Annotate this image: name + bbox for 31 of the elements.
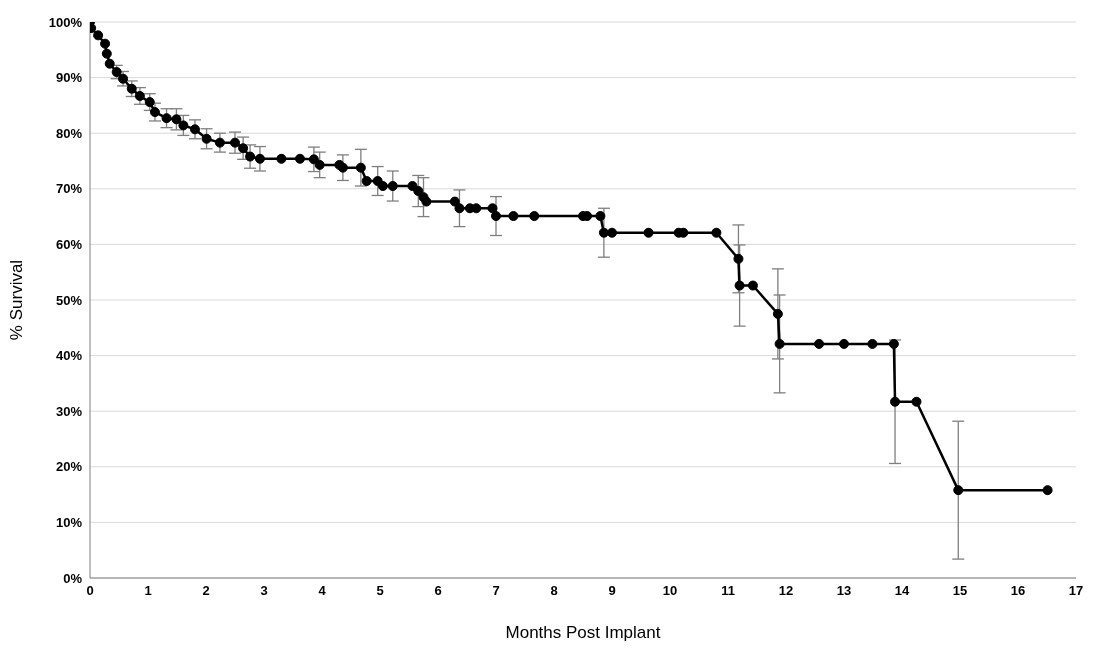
x-tick-label: 8 [550,583,558,599]
x-tick-label: 1 [144,583,152,599]
x-tick-label: 6 [434,583,442,599]
y-tick-label: 40% [55,348,83,364]
x-tick-label: 10 [662,583,678,599]
y-tick-label: 30% [55,403,83,419]
y-axis-title: % Survival [7,259,27,341]
x-tick-label: 5 [376,583,384,599]
x-tick-label: 2 [202,583,210,599]
x-tick-label: 14 [894,583,910,599]
x-tick-label: 4 [318,583,327,599]
x-tick-label: 17 [1068,583,1084,599]
x-tick-label: 3 [260,583,268,599]
x-tick-label: 15 [952,583,968,599]
y-tick-label: 20% [55,459,83,475]
y-tick-label: 60% [55,237,83,253]
y-tick-label: 80% [55,125,83,141]
y-tick-label: 50% [55,292,83,308]
y-tick-label: 90% [55,70,83,86]
y-tick-label: 70% [55,181,83,197]
x-tick-label: 0 [86,583,94,599]
x-tick-label: 11 [721,583,735,599]
y-tick-label: 10% [55,515,83,531]
x-tick-label: 7 [492,583,500,599]
y-tick-label: 0% [63,570,83,586]
x-tick-label: 12 [778,583,794,599]
x-tick-label: 9 [608,583,616,599]
x-axis-title: Months Post Implant [505,623,661,642]
x-tick-label: 16 [1010,583,1026,599]
y-tick-label: 100% [48,14,83,30]
x-tick-label: 13 [836,583,852,599]
